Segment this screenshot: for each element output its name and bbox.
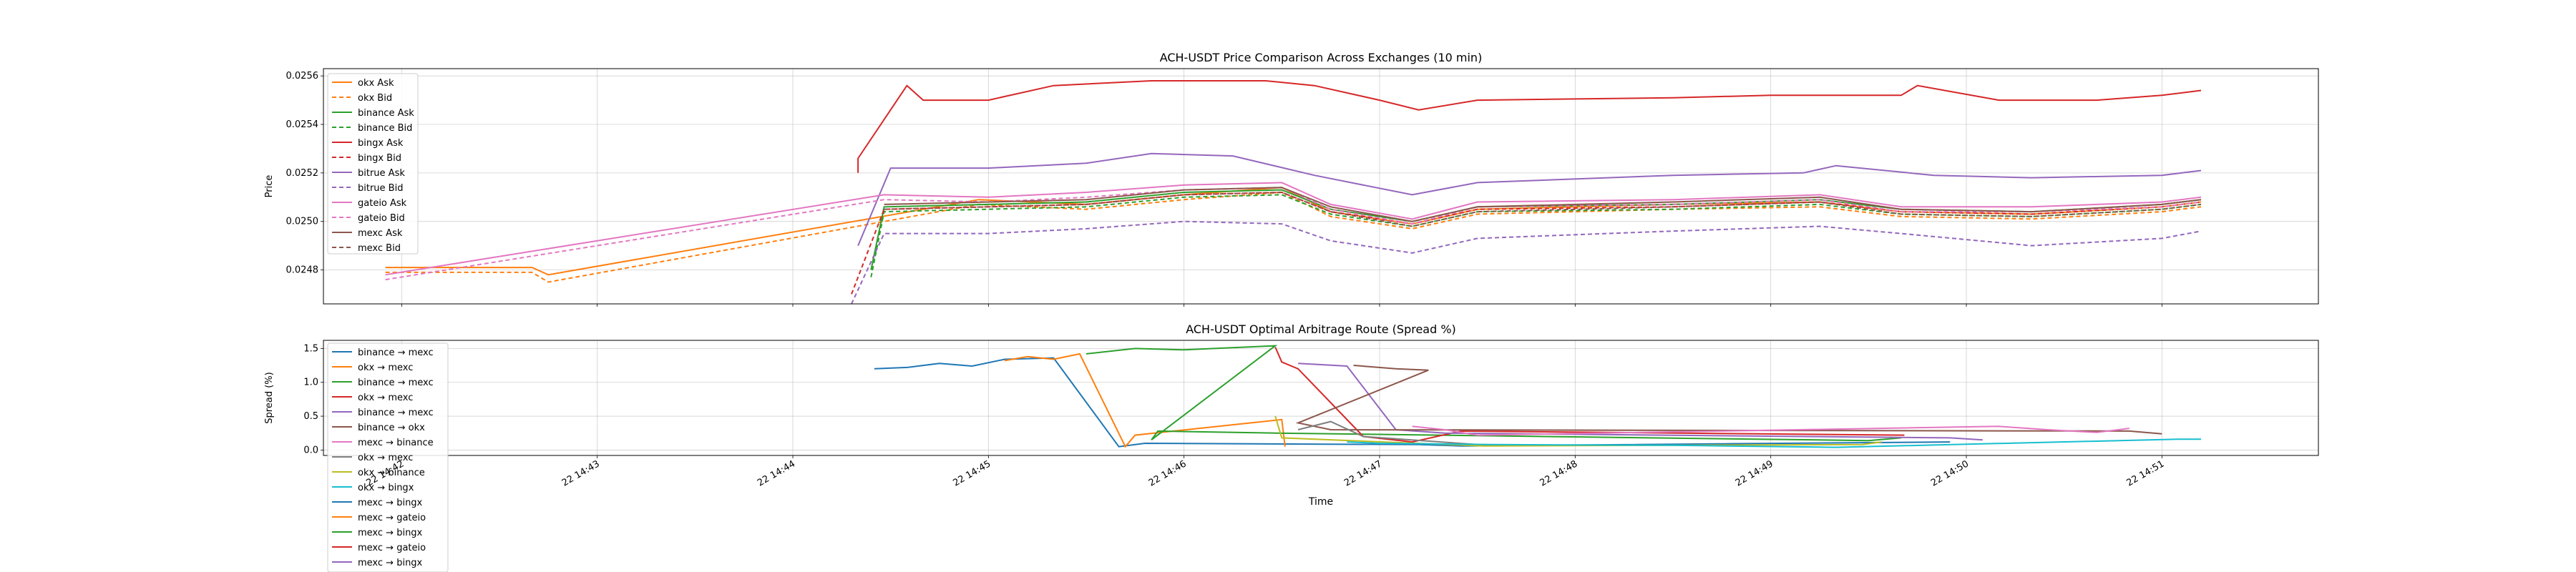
legend-label: mexc Bid (358, 243, 401, 254)
y-tick-label: 1.5 (303, 343, 318, 354)
legend-label: binance Ask (358, 108, 414, 119)
legend-label: bingx Ask (358, 138, 404, 149)
x-tick-label: 22 14:49 (1734, 458, 1775, 488)
y-tick-label: 0.0254 (286, 119, 319, 130)
chart-title: ACH-USDT Optimal Arbitrage Route (Spread… (1186, 322, 1456, 336)
legend: okx Ask okx Bid binance Ask binance Bid bing… (327, 73, 419, 255)
legend-label: okx Bid (358, 93, 392, 104)
legend-label: binance Bid (358, 123, 412, 134)
chart-title: ACH-USDT Price Comparison Across Exchang… (1160, 51, 1483, 64)
legend-label: mexc → bingx (358, 528, 423, 538)
series-line-3 (1085, 345, 1901, 442)
x-tick-label: 22 14:46 (1147, 458, 1189, 488)
axes-frame (323, 68, 2319, 305)
series-line-11 (884, 187, 2202, 222)
series-line-9 (1274, 415, 1882, 447)
legend-label: gateio Ask (358, 198, 407, 209)
y-tick-label: 0.0248 (286, 265, 319, 276)
series-line-12 (884, 191, 2202, 227)
y-tick-label: 0.0 (303, 445, 318, 455)
x-tick-label: 22 14:45 (951, 458, 992, 488)
axes-frame (323, 340, 2319, 456)
legend-label: okx → mexc (358, 363, 413, 373)
series-line-8 (851, 220, 2202, 305)
y-tick-label: 1.0 (303, 378, 318, 388)
series-line-6 (1295, 365, 2162, 435)
x-axis-label: Time (1308, 496, 1333, 508)
x-tick-label: 22 14:50 (1929, 458, 1971, 488)
legend-box (327, 73, 419, 255)
legend-label: mexc Ask (358, 228, 403, 239)
legend-box (327, 342, 449, 572)
y-tick-label: 0.0256 (286, 71, 319, 82)
x-tick-label: 22 14:48 (1538, 458, 1579, 488)
y-axis-label: Price (264, 175, 275, 198)
legend-label: bitrue Bid (358, 183, 403, 194)
chart-panel-1: 0.0248 0.0250 0.0252 0.0254 0.0256 ACH-USDT P… (264, 51, 2319, 307)
legend-label: mexc → bingx (358, 558, 423, 568)
legend: binance → mexc okx → mexc binance → mexc ok… (327, 342, 449, 572)
legend-label: bingx Bid (358, 153, 401, 164)
plot-area (323, 69, 2318, 304)
legend-label: mexc → bingx (358, 498, 423, 508)
legend-label: gateio Bid (358, 213, 405, 224)
series-line-4 (870, 194, 2202, 277)
legend-label: bitrue Ask (358, 168, 405, 179)
series-line-7 (857, 152, 2202, 246)
series-line-8 (1297, 420, 1478, 445)
legend-label: okx → mexc (358, 453, 413, 463)
x-tick-label: 22 14:43 (560, 458, 602, 488)
legend-label: okx Ask (358, 78, 394, 89)
y-tick-label: 0.5 (303, 411, 318, 422)
series-line-9 (385, 182, 2202, 276)
legend-label: binance → mexc (358, 408, 434, 418)
y-tick-label: 0.0252 (286, 168, 319, 179)
series-line-5 (857, 80, 2202, 173)
y-axis-label: Spread (%) (264, 372, 275, 423)
series-line-7 (1412, 425, 2129, 436)
chart-panel-2: 0.0 0.5 1.0 1.5 ACH-USDT Optimal Arbitrage R… (264, 322, 2319, 572)
series-line-1 (874, 357, 1951, 448)
series-line-5 (1298, 363, 1983, 441)
legend-label: binance → okx (358, 423, 425, 433)
series-line-2 (1004, 352, 1286, 448)
legend-label: binance → mexc (358, 347, 434, 358)
legend-label: okx → bingx (358, 483, 414, 493)
legend-label: mexc → gateio (358, 543, 426, 553)
x-tick-label: 22 14:44 (756, 458, 797, 488)
legend-label: binance → mexc (358, 378, 434, 388)
x-tick-label: 22 14:51 (2124, 458, 2166, 488)
x-tick-label: 22 14:47 (1342, 458, 1384, 488)
y-tick-label: 0.0250 (286, 217, 319, 227)
legend-label: mexc → gateio (358, 513, 426, 523)
legend-label: mexc → binance (358, 438, 434, 448)
series-line-2 (385, 191, 2202, 283)
legend-label: okx → mexc (358, 393, 413, 403)
plot-area (323, 340, 2318, 455)
series-line-10 (1347, 438, 2201, 448)
legend-label: okx → binance (358, 468, 425, 478)
series-line-10 (385, 187, 2202, 281)
